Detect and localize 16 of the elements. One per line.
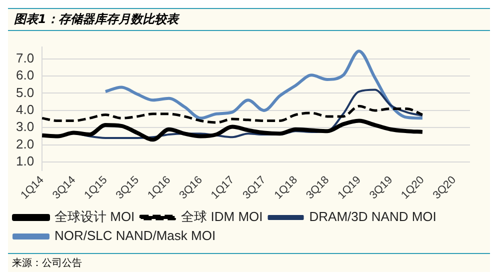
y-tick-label: 3.0: [16, 119, 34, 134]
legend-label: 全球设计 MOI: [54, 209, 135, 224]
source-note: 来源：公司公告: [8, 253, 490, 272]
y-tick-label: 4.0: [16, 102, 34, 118]
chart-title: 图表1：存储器库存月数比较表: [8, 8, 490, 31]
line-series: [40, 118, 424, 142]
line-series: [40, 104, 424, 124]
legend-label: 全球 IDM MOI: [181, 209, 263, 224]
line-series: [104, 50, 424, 120]
y-tick-label: 2.0: [16, 136, 34, 152]
y-tick-label: 6.0: [16, 68, 34, 83]
y-tick-label: 1.0: [16, 154, 34, 169]
y-tick-label: 5.0: [16, 84, 34, 100]
legend-label: NOR/SLC NAND/Mask MOI: [54, 228, 216, 244]
legend-label: DRAM/3D NAND MOI: [309, 209, 436, 224]
y-tick-label: 7.0: [16, 50, 34, 66]
